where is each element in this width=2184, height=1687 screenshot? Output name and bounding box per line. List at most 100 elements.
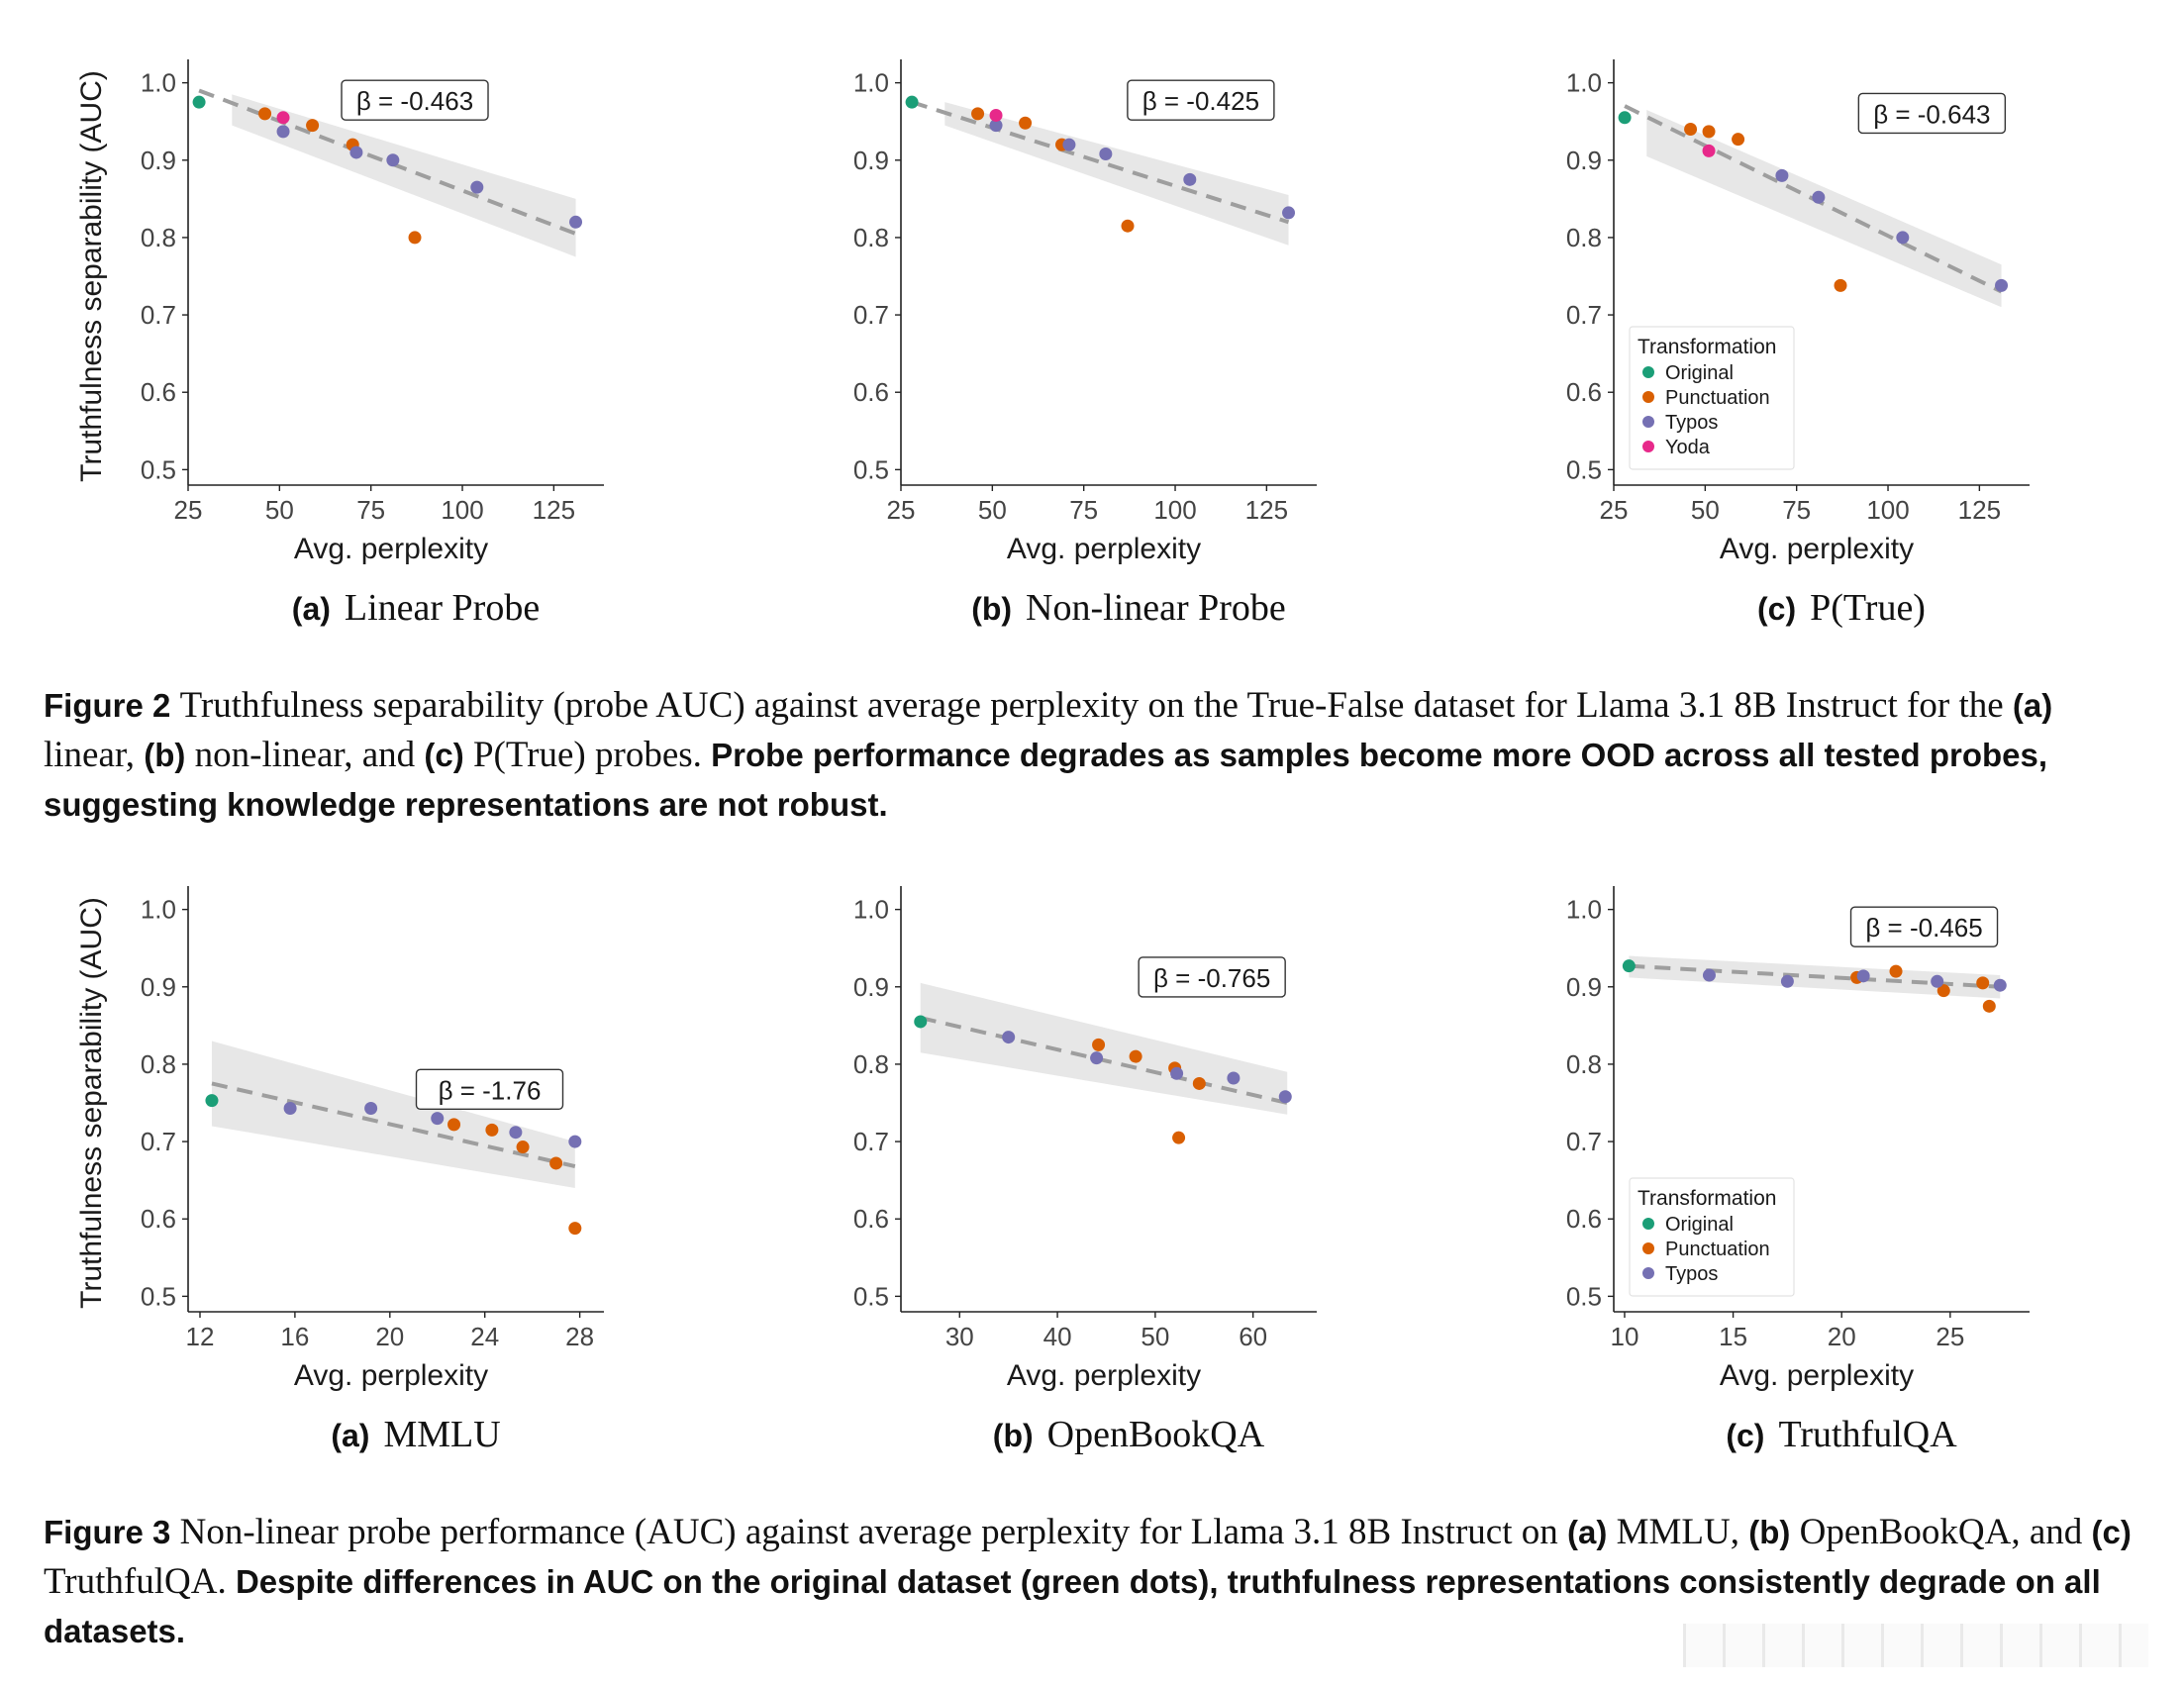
point-typos (1780, 974, 1794, 988)
point-original (205, 1094, 219, 1108)
legend-label-original: Original (1665, 362, 1734, 384)
figure2-caption: Figure 2 Truthfulness separability (prob… (44, 681, 2144, 830)
figure2-subcaption-c: (c) P(True) (1485, 586, 2184, 630)
legend-label-punctuation: Punctuation (1665, 1239, 1770, 1260)
y-tick-label: 0.6 (1566, 377, 1602, 407)
x-tick-label: 100 (1153, 495, 1196, 525)
point-typos (1856, 969, 1870, 983)
point-typos (364, 1101, 378, 1115)
point-punctuation (1732, 133, 1745, 147)
point-punctuation (1129, 1049, 1142, 1063)
caption-ref-b: (b) (1748, 1514, 1791, 1550)
beta-label: β = -0.425 (1142, 86, 1259, 116)
legend-marker-punctuation (1642, 391, 1654, 403)
point-original (1622, 959, 1636, 973)
figure2-chart-row: 0.5 0.6 0.7 0.8 0.9 1.0 25 50 75 100 125 Avg. perpl… (75, 59, 2030, 564)
point-punctuation (516, 1141, 530, 1154)
x-tick-label: 20 (375, 1322, 404, 1351)
subcaption-title: TruthfulQA (1778, 1414, 1957, 1455)
y-tick-label: 1.0 (853, 68, 889, 98)
x-axis-label: Avg. perplexity (1007, 533, 1201, 564)
legend-marker-typos (1642, 1267, 1654, 1279)
caption-text-a: linear, (44, 735, 145, 775)
x-tick-label: 75 (1069, 495, 1098, 525)
x-tick-label: 60 (1239, 1322, 1267, 1351)
point-typos (1993, 978, 2007, 992)
x-tick-label: 125 (533, 495, 575, 525)
subcaption-label: (c) (1757, 591, 1797, 627)
point-original (914, 1015, 928, 1029)
caption-text: Non-linear probe performance (AUC) again… (179, 1512, 1567, 1552)
point-punctuation (258, 107, 272, 121)
y-tick-label: 0.8 (853, 223, 889, 252)
point-typos (1062, 138, 1076, 151)
confidence-band (944, 102, 1289, 246)
subcaption-label: (a) (331, 1418, 370, 1453)
point-punctuation (1982, 999, 1996, 1013)
y-tick-label: 1.0 (141, 68, 176, 98)
figure3-subcaption-a: (a) MMLU (59, 1413, 772, 1456)
x-tick-label: 25 (174, 495, 203, 525)
point-typos (283, 1101, 297, 1115)
caption-text-b: non-linear, and (185, 735, 425, 775)
y-axis-label: Truthfulness separability (AUC) (75, 897, 108, 1309)
y-tick-label: 0.9 (141, 972, 176, 1002)
confidence-band (211, 1041, 575, 1188)
point-punctuation (1702, 125, 1716, 139)
y-tick-label: 0.8 (1566, 223, 1602, 252)
legend-marker-original (1642, 1218, 1654, 1230)
caption-text-c: P(True) probes. (463, 735, 712, 775)
y-tick-label: 0.7 (141, 300, 176, 330)
point-typos (1002, 1031, 1016, 1044)
point-punctuation (549, 1156, 563, 1170)
y-tick-label: 0.6 (141, 377, 176, 407)
beta-label: β = -1.76 (439, 1075, 542, 1105)
point-typos (1995, 278, 2009, 292)
x-tick-label: 75 (356, 495, 385, 525)
subcaption-label: (b) (992, 1418, 1034, 1453)
point-typos (349, 146, 363, 159)
point-punctuation (1936, 984, 1950, 998)
figure3-plots: 0.5 0.6 0.7 0.8 0.9 1.0 12 16 20 24 28 Avg. perplex… (0, 876, 2184, 1431)
y-axis-label: Truthfulness separability (AUC) (75, 70, 108, 482)
plot-mmlu: 0.5 0.6 0.7 0.8 0.9 1.0 12 16 20 24 28 Avg. perplex… (75, 886, 604, 1391)
x-tick-label: 30 (945, 1322, 974, 1351)
point-punctuation (971, 107, 985, 121)
point-typos (1183, 172, 1197, 186)
y-tick-label: 0.5 (1566, 454, 1602, 484)
point-typos (470, 180, 484, 194)
beta-label: β = -0.465 (1865, 913, 1982, 943)
x-axis-label: Avg. perplexity (294, 1359, 488, 1391)
x-tick-label: 15 (1719, 1322, 1747, 1351)
point-yoda (1702, 144, 1716, 157)
scroll-indicator (1683, 1624, 2148, 1667)
subcaption-title: P(True) (1810, 587, 1926, 629)
x-tick-label: 25 (1936, 1322, 1964, 1351)
y-tick-label: 1.0 (1566, 895, 1602, 925)
point-typos (509, 1126, 523, 1140)
caption-text: Truthfulness separability (probe AUC) ag… (179, 685, 2013, 726)
x-tick-label: 50 (1141, 1322, 1169, 1351)
x-axis-label: Avg. perplexity (294, 533, 488, 564)
point-punctuation (1019, 116, 1033, 130)
plot-openbookqa: 0.5 0.6 0.7 0.8 0.9 1.0 30 40 50 60 Avg. perplexit… (853, 886, 1317, 1391)
point-typos (1812, 190, 1826, 204)
beta-box (341, 79, 489, 121)
subcaption-label: (a) (291, 591, 331, 627)
caption-takeaway: Probe performance degrades as samples be… (44, 737, 2048, 823)
y-tick-label: 1.0 (853, 895, 889, 925)
plot-truthfulqa: 0.5 0.6 0.7 0.8 0.9 1.0 10 15 20 25 Avg. perplexit… (1566, 886, 2030, 1391)
beta-box (415, 1068, 564, 1110)
legend-title: Transformation (1638, 336, 1776, 358)
y-tick-label: 0.9 (141, 146, 176, 175)
y-tick-label: 0.6 (1566, 1204, 1602, 1234)
beta-label: β = -0.765 (1153, 963, 1270, 993)
y-tick-label: 0.6 (141, 1204, 176, 1234)
point-punctuation (1889, 964, 1903, 978)
x-tick-label: 10 (1611, 1322, 1639, 1351)
point-punctuation (485, 1123, 499, 1137)
legend-marker-typos (1642, 416, 1654, 428)
figure3-subcaption-b: (b) OpenBookQA (772, 1413, 1485, 1456)
legend-title: Transformation (1638, 1187, 1776, 1210)
x-tick-label: 75 (1782, 495, 1811, 525)
